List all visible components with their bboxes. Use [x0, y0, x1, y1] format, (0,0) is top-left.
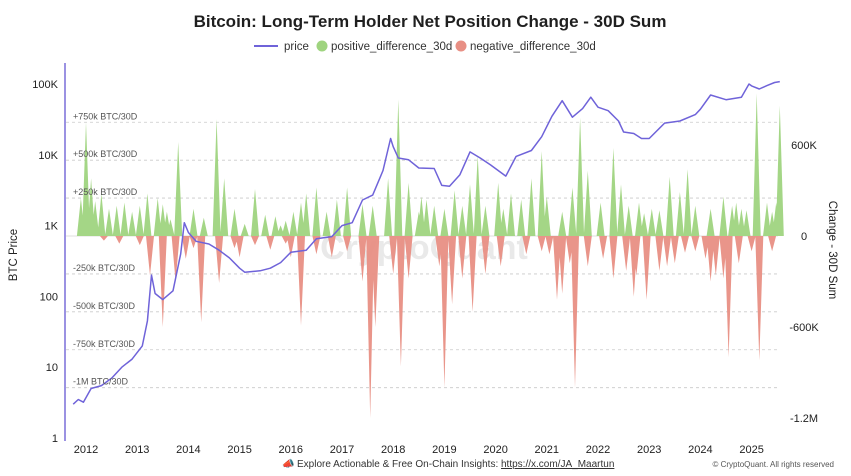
- gridline-label: -750k BTC/30D: [73, 339, 136, 349]
- y-axis-label-left: BTC Price: [8, 229, 20, 281]
- right-tick-label: 0: [801, 231, 807, 243]
- left-axis-ticks: 1 10 100 1K 10K 100K: [32, 79, 58, 445]
- right-axis-ticks: 600K 0 -600K -1.2M: [789, 140, 819, 425]
- right-tick-label: -600K: [789, 322, 819, 334]
- legend-positive-label: positive_difference_30d: [331, 41, 452, 53]
- left-tick-label: 10K: [38, 150, 58, 162]
- positive-area: [76, 93, 784, 237]
- x-tick-label: 2024: [688, 444, 712, 456]
- x-tick-label: 2017: [330, 444, 354, 456]
- left-tick-label: 100K: [32, 79, 58, 91]
- footer: 📣 Explore Actionable & Free On-Chain Ins…: [282, 458, 834, 470]
- legend-price-label: price: [284, 41, 309, 53]
- grid-labels: +750k BTC/30D +500k BTC/30D +250k BTC/30D -…: [73, 111, 138, 386]
- gridline-label: +250k BTC/30D: [73, 187, 138, 197]
- x-tick-label: 2018: [381, 444, 405, 456]
- x-tick-label: 2015: [227, 444, 251, 456]
- left-tick-label: 10: [46, 362, 58, 374]
- megaphone-icon: 📣: [282, 458, 295, 470]
- legend-positive-swatch: [316, 40, 328, 52]
- left-tick-label: 1: [52, 433, 58, 445]
- legend: price positive_difference_30d negative_d…: [254, 40, 596, 53]
- gridline-label: -1M BTC/30D: [73, 377, 129, 387]
- price-line: [72, 80, 780, 405]
- x-tick-label: 2019: [432, 444, 456, 456]
- x-tick-label: 2012: [74, 444, 98, 456]
- negative-area: [99, 236, 777, 418]
- gridline-label: -250k BTC/30D: [73, 263, 136, 273]
- left-tick-label: 1K: [45, 221, 59, 233]
- price-series: [72, 80, 780, 405]
- gridline-label: +500k BTC/30D: [73, 149, 138, 159]
- x-tick-label: 2020: [483, 444, 507, 456]
- footer-link[interactable]: https://x.com/JA_Maartun: [501, 459, 614, 470]
- legend-negative-swatch: [455, 40, 467, 52]
- x-tick-label: 2013: [125, 444, 149, 456]
- legend-negative-label: negative_difference_30d: [470, 41, 596, 53]
- gridline-label: +750k BTC/30D: [73, 111, 138, 121]
- right-tick-label: 600K: [791, 140, 817, 152]
- x-tick-label: 2016: [279, 444, 303, 456]
- copyright-text: © CryptoQuant. All rights reserved: [713, 460, 835, 469]
- x-tick-label: 2014: [176, 444, 200, 456]
- x-tick-label: 2025: [739, 444, 763, 456]
- right-tick-label: -1.2M: [790, 413, 818, 425]
- y-axis-label-right: Change - 30D Sum: [826, 201, 838, 299]
- gridline-label: -500k BTC/30D: [73, 301, 136, 311]
- chart-title: Bitcoin: Long-Term Holder Net Position C…: [194, 12, 667, 31]
- left-tick-label: 100: [40, 291, 58, 303]
- x-tick-label: 2022: [586, 444, 610, 456]
- area-series: [76, 93, 784, 418]
- x-tick-label: 2023: [637, 444, 661, 456]
- footer-text: Explore Actionable & Free On-Chain Insig…: [297, 459, 614, 470]
- x-tick-label: 2021: [535, 444, 559, 456]
- footer-prefix: Explore Actionable & Free On-Chain Insig…: [297, 459, 501, 470]
- x-axis-ticks: 2012 2013 2014 2015 2016 2017 2018 2019 2020 2021…: [74, 444, 764, 456]
